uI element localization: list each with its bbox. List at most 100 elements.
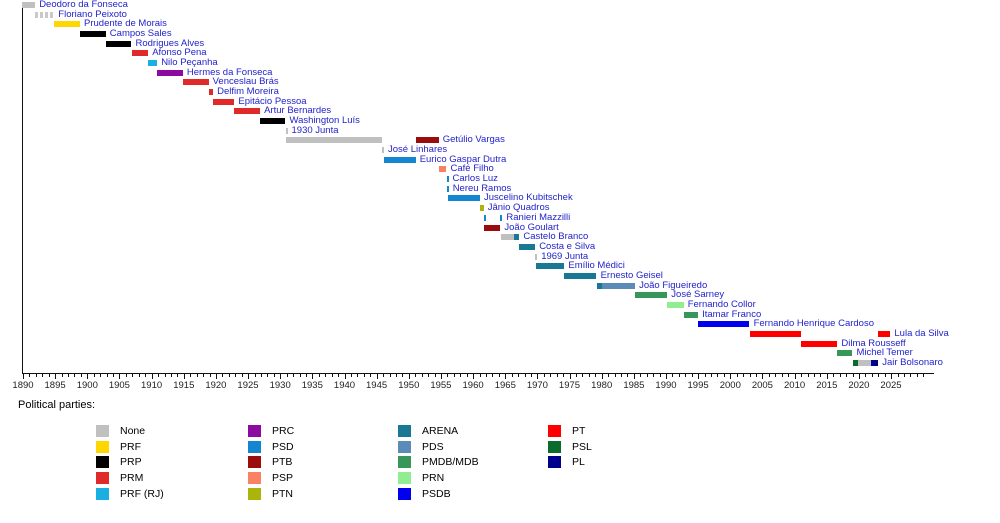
axis-minor-tick [460,374,462,377]
axis-major-tick [248,374,249,379]
bar-itamar-franco [683,311,699,318]
bar-nereu-ramos [446,185,449,192]
legend-swatch-psl [548,440,561,453]
axis-minor-tick [286,374,288,377]
axis-minor-tick [48,374,50,377]
legend-swatch-ptn [248,487,261,500]
bar-1930-junta [285,127,288,134]
axis-minor-tick [511,374,513,377]
axis-minor-tick [228,374,230,377]
axis-minor-tick [254,374,256,377]
bar-fernando-henrique-cardoso [698,321,750,328]
axis-minor-tick [132,374,134,377]
label-jose-linhares: José Linhares [388,144,448,156]
axis-minor-tick [383,374,385,377]
axis-minor-tick [80,374,82,377]
axis-major-tick [569,374,571,379]
bar-delfim-moreira [208,89,213,95]
axis-minor-tick [801,374,802,377]
axis-minor-tick [125,374,127,377]
y-axis-line [22,8,23,373]
axis-major-tick [215,374,217,379]
axis-major-tick [633,374,635,379]
legend-label-prm: PRM [120,472,144,485]
axis-tick-label: 2005 [751,380,773,391]
axis-major-tick [408,374,410,379]
axis-minor-tick [325,374,327,377]
axis-tick-label: 2015 [816,380,838,391]
axis-tick-label: 1990 [655,380,677,391]
axis-tick-label: 1890 [12,380,34,391]
label-artur-bernardes: Artur Bernardes [264,105,332,117]
axis-minor-tick [318,374,320,377]
axis-minor-tick [621,374,622,377]
bar-joao-figueiredo [596,282,603,289]
axis-minor-tick [576,374,577,377]
axis-minor-tick [138,374,140,377]
bar-artur-bernardes [234,108,261,115]
axis-tick-label: 1940 [333,380,356,391]
axis-minor-tick [743,374,745,377]
axis-minor-tick [350,374,352,377]
bar-epitacio-pessoa [213,98,235,105]
axis-tick-label: 1910 [141,380,163,391]
axis-major-tick [730,374,732,379]
axis-tick-label: 2000 [719,380,741,391]
legend-swatch-psp [248,472,261,485]
axis-minor-tick [884,374,886,377]
legend-label-ptn: PTN [272,487,293,500]
axis-minor-tick [852,374,854,377]
axis-major-tick [762,374,764,379]
axis-minor-tick [524,374,526,377]
bar-ranieri-mazzilli [500,214,503,221]
axis-minor-tick [415,374,417,377]
label-deodoro-da-fonseca: Deodoro da Fonseca [39,0,128,10]
axis-minor-tick [447,374,449,377]
axis-minor-tick [428,374,430,377]
axis-major-tick [537,374,539,379]
legend-label-prp: PRP [120,456,142,469]
label-rodrigues-alves: Rodrigues Alves [135,37,205,49]
label-joao-goulart: João Goulart [504,221,559,233]
label-jair-bolsonaro: Jair Bolsonaro [882,356,943,368]
axis-minor-tick [106,374,108,377]
axis-minor-tick [305,374,307,377]
axis-minor-tick [492,374,494,377]
label-floriano-peixoto: Floriano Peixoto [58,8,127,20]
axis-minor-tick [222,374,224,377]
axis-minor-tick [370,374,372,377]
axis-minor-tick [158,374,159,377]
axis-minor-tick [363,374,365,377]
axis-minor-tick [582,374,584,377]
axis-tick-label: 2025 [880,380,902,391]
bar-jair-bolsonaro [871,359,879,366]
legend-label-prn: PRN [422,472,445,485]
bar-janio-quadros [480,205,484,212]
axis-tick-label: 1955 [430,380,452,391]
label-costa-e-silva: Costa e Silva [539,240,596,252]
legend-label-psl: PSL [572,440,592,453]
legend-label-psp: PSP [272,472,294,485]
axis-minor-tick [434,374,436,377]
axis-minor-tick [61,374,63,377]
legend-label-prf: PRF [120,440,141,453]
bar-joao-goulart [484,224,501,231]
label-castelo-branco: Castelo Branco [523,231,589,243]
label-cafe-filho: Café Filho [450,163,494,175]
axis-major-tick [312,374,314,379]
axis-minor-tick [608,374,610,377]
axis-minor-tick [93,374,95,377]
bar-fernando-collor [667,301,684,308]
legend-swatch-prp [96,456,109,469]
bar-jose-sarney [635,292,668,299]
axis-minor-tick [145,374,147,377]
label-1930-junta: 1930 Junta [291,124,339,136]
legend-label-pmdb-mdb: PMDB/MDB [422,456,479,469]
axis-tick-label: 1995 [687,380,709,391]
label-nilo-pecanha: Nilo Peçanha [161,57,218,68]
bar-getulio-vargas [415,137,439,144]
bar-costa-e-silva [519,243,536,250]
bar-getulio-vargas [285,137,382,144]
axis-major-tick [55,374,57,379]
